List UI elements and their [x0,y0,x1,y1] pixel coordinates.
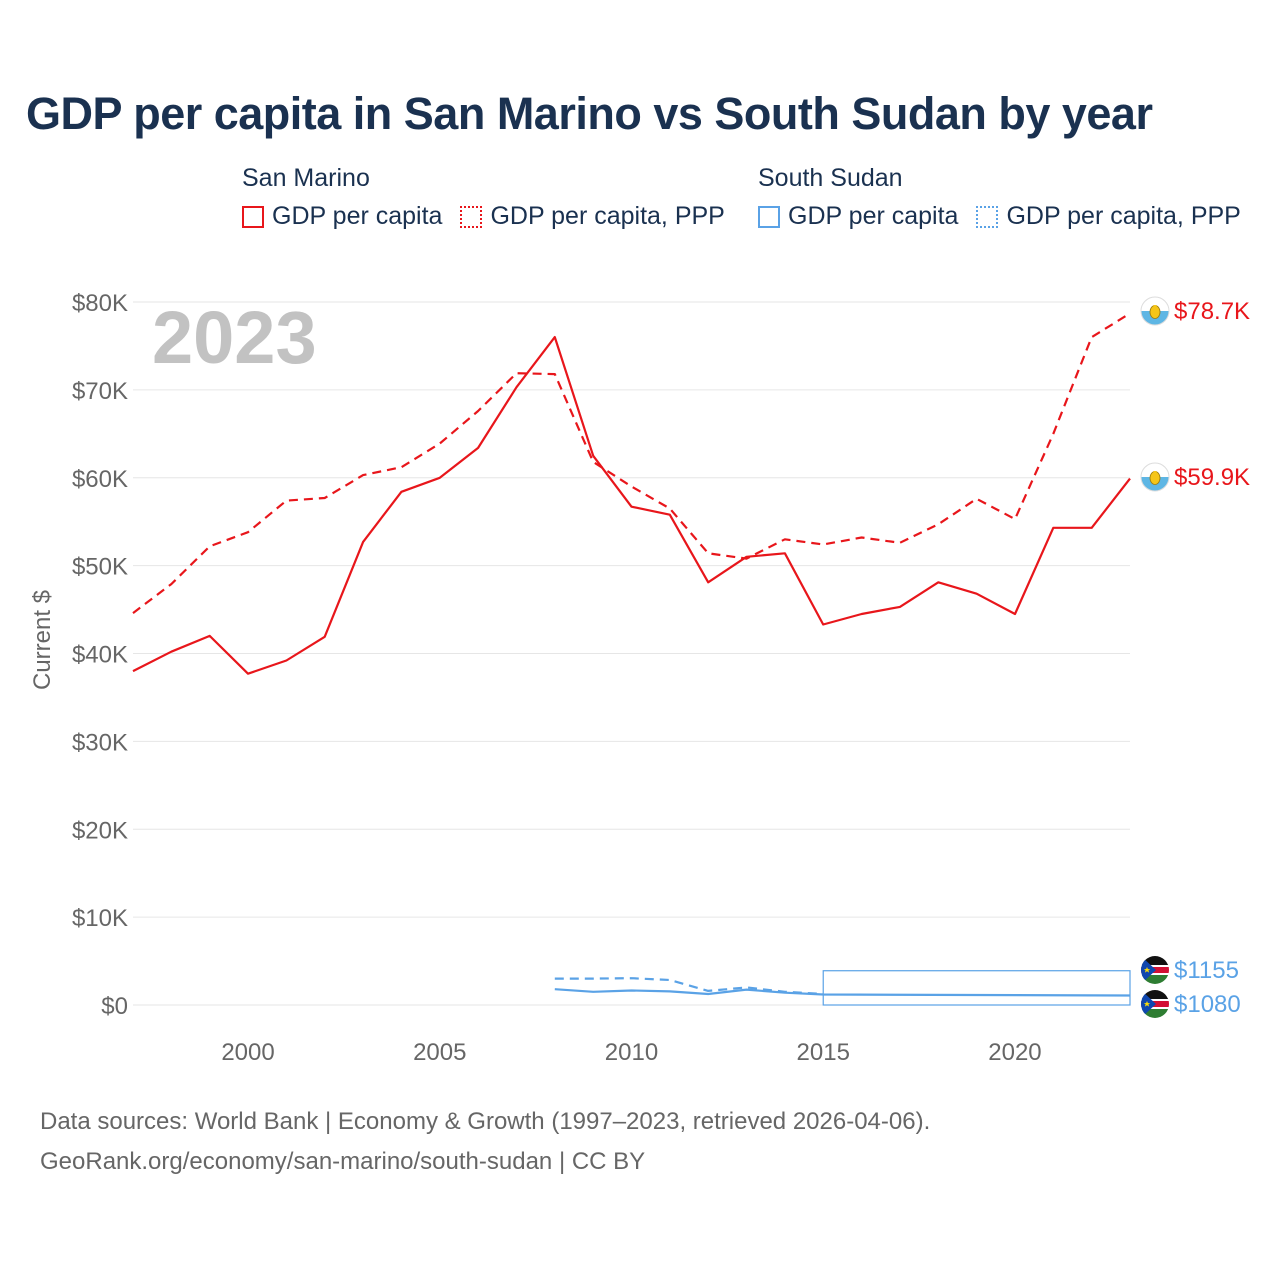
gridlines [133,301,1130,1006]
series-layer [132,312,1131,1006]
legend-item-south-sudan-gdp[interactable]: GDP per capita [758,202,958,231]
legend-group-title: San Marino [242,164,370,192]
series-line-san-marino[interactable] [132,336,1131,675]
south-sudan-gap-box [822,970,1131,1006]
legend-item-south-sudan-gdp-ppp[interactable]: GDP per capita, PPP [976,202,1241,231]
y-tick-label: $60K [72,466,128,493]
legend-group-title: South Sudan [758,164,903,192]
y-axis-title: Current $ [29,590,56,690]
legend-swatch-solid-red [242,205,264,228]
year-watermark: 2023 [152,296,317,379]
series-line-south-sudan[interactable] [554,988,1131,997]
y-tick-label: $20K [72,817,128,844]
footer-link[interactable]: GeoRank.org/economy/san-marino/south-sud… [40,1148,646,1175]
y-tick-label: $10K [72,905,128,932]
end-labels: $78.7K $59.9K $1155 $1080 [1141,297,1250,1018]
end-value-label: $1080 [1174,991,1241,1018]
y-tick-label: $40K [72,642,128,669]
south-sudan-flag-icon [1141,990,1169,1018]
legend-label: GDP per capita, PPP [490,202,725,230]
y-tick-label: $50K [72,554,128,581]
end-value-label: $78.7K [1174,298,1250,325]
south-sudan-flag-icon [1141,956,1169,984]
san-marino-flag-icon [1141,463,1169,491]
y-axis: $0 $10K $20K $30K $40K $50K $60K $70K $80K [72,290,128,1020]
x-tick-label: 2020 [988,1039,1041,1066]
legend-label: GDP per capita [788,202,959,230]
y-tick-label: $70K [72,378,128,405]
end-value-label: $1155 [1174,957,1239,984]
legend-item-san-marino-gdp[interactable]: GDP per capita [242,202,442,231]
legend-swatch-solid-blue [758,205,780,228]
footer-source: Data sources: World Bank | Economy & Gro… [40,1108,931,1135]
legend-swatch-dotted-red [460,205,483,228]
san-marino-flag-icon [1141,297,1169,325]
legend-item-san-marino-gdp-ppp[interactable]: GDP per capita, PPP [460,202,725,231]
legend-label: GDP per capita [272,202,443,230]
x-axis: 2000 2005 2010 2015 2020 [221,1039,1041,1066]
y-tick-label: $80K [72,290,128,317]
y-tick-label: $0 [101,993,128,1020]
series-line-south-sudan-ppp[interactable] [554,977,824,996]
chart-title: GDP per capita in San Marino vs South Su… [26,88,1153,139]
line-chart: $0$10K$20K$30K$40K$50K$60K$70K$80K 2000 2… [29,290,1250,1066]
x-tick-label: 2015 [797,1039,850,1066]
x-tick-label: 2010 [605,1039,658,1066]
legend-label: GDP per capita, PPP [1006,202,1241,230]
x-tick-label: 2005 [413,1039,466,1066]
end-value-label: $59.9K [1174,464,1250,491]
y-tick-label: $30K [72,729,128,756]
legend-group-south-sudan: South Sudan GDP per capita GDP per capit… [758,162,1241,231]
legend-group-san-marino: San Marino GDP per capita GDP per capita… [242,162,743,231]
legend-swatch-dotted-blue [976,205,999,228]
x-tick-label: 2000 [221,1039,274,1066]
